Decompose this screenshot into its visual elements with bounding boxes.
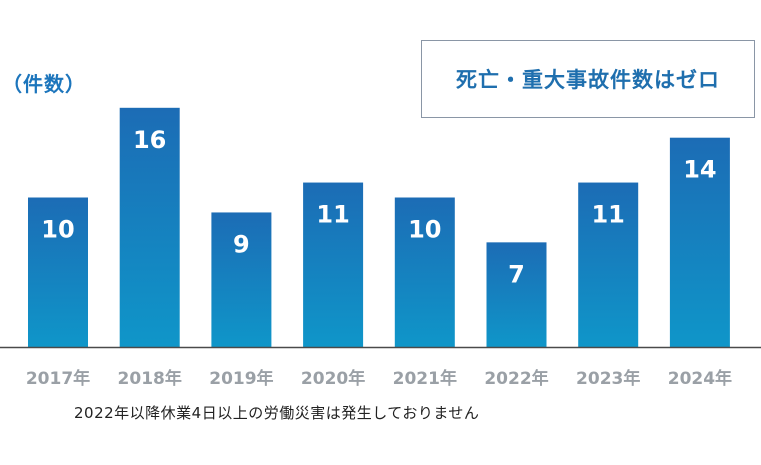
bar-value-label-4: 10 (408, 216, 441, 244)
bar-1 (119, 107, 180, 347)
footnote: 2022年以降休業4日以上の労働災害は発生しておりません (74, 404, 480, 422)
bar-2 (211, 212, 272, 347)
bar-4 (394, 197, 455, 347)
bar-value-label-3: 11 (316, 201, 349, 229)
labels-layer: 2017年 2018年 2019年 2020年 2021年 2022年 2023年 2024年 (26, 368, 732, 389)
x-tick-label-4: 2021年 (393, 368, 457, 389)
x-tick-label-7: 2024年 (668, 368, 732, 389)
x-tick-label-1: 2018年 (118, 368, 182, 389)
bar-5 (486, 242, 547, 347)
x-tick-label-5: 2022年 (484, 368, 548, 389)
bar-value-label-2: 9 (233, 230, 250, 258)
bar-6 (578, 182, 639, 347)
bar-7 (669, 137, 730, 347)
x-tick-label-0: 2017年 (26, 368, 90, 389)
bar-0 (28, 197, 88, 347)
x-tick-label-6: 2023年 (576, 368, 640, 389)
x-tick-label-3: 2020年 (301, 368, 365, 389)
callout-box: 死亡・重大事故件数はゼロ (421, 40, 755, 118)
bar-value-label-6: 11 (591, 201, 624, 229)
y-axis-unit-label: （件数） (2, 72, 86, 96)
x-tick-label-2: 2019年 (209, 368, 273, 389)
bars-layer: 10 16 9 11 10 7 11 14 (28, 107, 730, 347)
bar-3 (303, 182, 364, 347)
bar-value-label-1: 16 (133, 126, 166, 154)
bar-value-label-5: 7 (508, 260, 525, 288)
callout-text: 死亡・重大事故件数はゼロ (456, 68, 720, 92)
bar-value-label-7: 14 (683, 156, 716, 184)
bar-value-label-0: 10 (41, 216, 74, 244)
